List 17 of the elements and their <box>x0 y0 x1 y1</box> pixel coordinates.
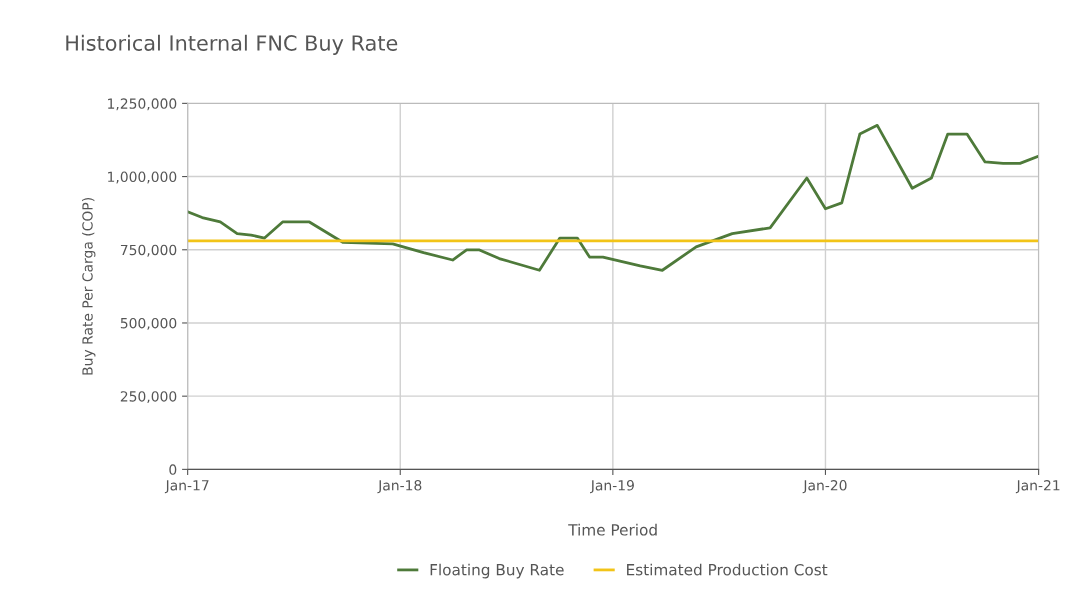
y-tick-label: 750,000 <box>120 244 177 257</box>
y-tick-label: 250,000 <box>120 391 177 404</box>
x-tick-label: Jan-17 <box>164 480 209 494</box>
x-tick-label: Jan-19 <box>590 480 634 494</box>
legend-label: Estimated Production Cost <box>627 563 828 576</box>
y-tick-label: 0 <box>169 464 177 475</box>
x-axis-title: Time Period <box>568 523 657 536</box>
x-tick-label: Jan-21 <box>1015 480 1060 494</box>
y-tick-label: 1,000,000 <box>108 171 177 184</box>
line-series <box>187 123 1039 272</box>
y-tick-label: 1,250,000 <box>108 98 177 111</box>
x-tick-label: Jan-20 <box>802 480 847 494</box>
y-tick-label: 500,000 <box>120 317 177 330</box>
y-axis-title: Buy Rate Per Carga (COP) <box>82 198 96 375</box>
chart-title: Historical Internal FNC Buy Rate <box>66 34 398 55</box>
x-tick-label: Jan-18 <box>377 480 422 494</box>
legend-label: Floating Buy Rate <box>430 563 564 579</box>
